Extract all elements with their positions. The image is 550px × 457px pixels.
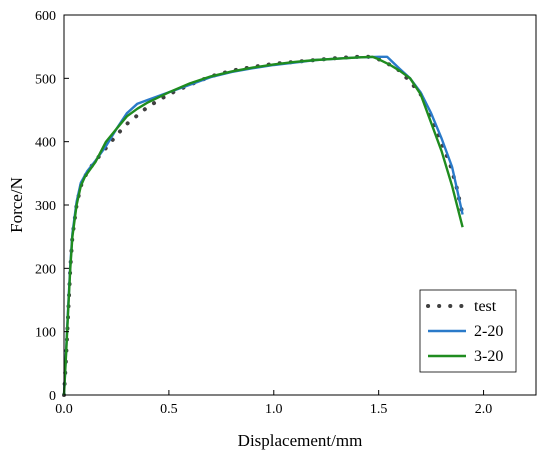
legend-label-3-20: 3-20	[474, 348, 503, 365]
x-tick-label: 0.0	[55, 402, 73, 417]
y-tick-label: 300	[35, 199, 56, 214]
ticks-layer: 0.0 0.5 1.0 1.5 2.0 0 100 200 300 400 500 600	[35, 9, 492, 417]
y-tick-label: 600	[35, 9, 56, 24]
series-line-2-20	[62, 55, 464, 396]
y-tick-label: 400	[35, 136, 56, 151]
x-tick-label: 2.0	[475, 402, 493, 417]
x-tick-label: 1.0	[265, 402, 283, 417]
y-tick-label: 200	[35, 262, 56, 277]
legend-label-2-20: 2-20	[474, 323, 503, 340]
legend-label-test: test	[474, 298, 497, 315]
series-line-3-20	[62, 55, 464, 396]
y-axis-title: Force/N	[7, 177, 26, 233]
y-tick-label: 0	[49, 389, 56, 404]
series-line-test	[62, 54, 465, 397]
y-tick-label: 500	[35, 72, 56, 87]
marks-layer	[62, 54, 465, 397]
legend: test 2-20 3-20	[419, 289, 517, 373]
x-tick-label: 0.5	[160, 402, 178, 417]
y-tick-label: 100	[35, 326, 56, 341]
x-tick-label: 1.5	[370, 402, 388, 417]
x-axis-title: Displacement/mm	[238, 431, 363, 450]
